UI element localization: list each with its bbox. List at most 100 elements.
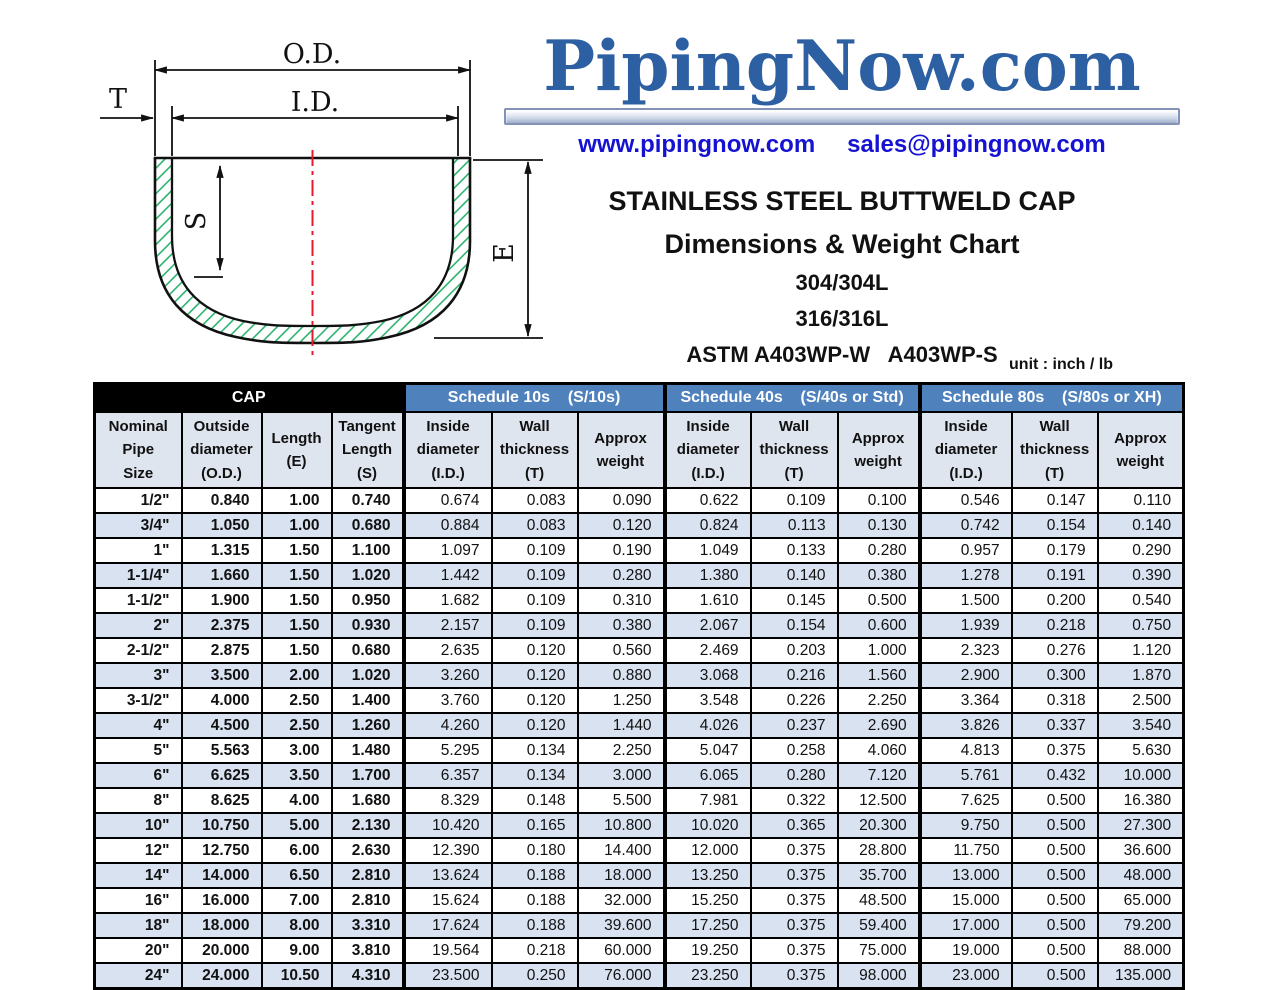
table-cell: 0.500 [1010,787,1099,814]
table-cell: 0.375 [749,937,839,964]
table-cell: 28.800 [836,837,921,864]
table-cell: 0.200 [1010,587,1099,614]
table-row: 2" 2.375 1.50 0.930 2.157 0.109 0.380 2.067 0.15… [93,612,1185,639]
col-length-e: Length (E) [260,411,333,489]
table-cell: 16.380 [1096,787,1185,814]
table-cell: 0.680 [330,512,405,539]
table-cell: 9.00 [260,937,333,964]
table-cell: 1.50 [260,562,333,589]
table-cell: 1.680 [330,787,405,814]
table-row: 3/4" 1.050 1.00 0.680 0.884 0.083 0.120 0.824 0.… [93,512,1185,539]
table-cell: 7.625 [917,787,1013,814]
table-cell: 48.000 [1096,862,1185,889]
table-cell: 1.700 [330,762,405,789]
table-cell: 0.280 [749,762,839,789]
table-cell: 4" [93,712,183,739]
website-link: www.pipingnow.com [578,131,816,158]
table-cell: 1.442 [401,562,493,589]
table-cell: 1.500 [917,587,1013,614]
table-cell: 39.600 [576,912,666,939]
table-cell: 75.000 [836,937,921,964]
table-cell: 0.109 [490,537,579,564]
table-row: 24" 24.000 10.50 4.310 23.500 0.250 76.000 23.2… [93,962,1185,990]
table-cell: 0.840 [180,487,263,514]
table-cell: 2.323 [917,637,1013,664]
table-cell: 6.357 [401,762,493,789]
table-cell: 8.625 [180,787,263,814]
table-cell: 0.500 [1010,887,1099,914]
table-cell: 0.375 [749,862,839,889]
s-label: S [181,212,212,231]
table-cell: 0.380 [576,612,666,639]
table-cell: 10.800 [576,812,666,839]
table-cell: 3.068 [662,662,752,689]
table-cell: 7.00 [260,887,333,914]
table-cell: 36.600 [1096,837,1185,864]
table-cell: 1/2" [93,487,183,514]
table-cell: 14" [93,862,183,889]
table-cell: 12" [93,837,183,864]
table-cell: 1.00 [260,487,333,514]
table-cell: 3.500 [180,662,263,689]
table-cell: 12.500 [836,787,921,814]
table-cell: 98.000 [836,962,921,990]
pipe-divider-bar [504,108,1180,125]
col-tangent-length-s: Tangent Length (S) [330,411,405,489]
table-cell: 0.133 [749,537,839,564]
table-cell: 2.630 [330,837,405,864]
email-link: sales@pipingnow.com [847,131,1106,158]
table-cell: 0.500 [1010,937,1099,964]
table-cell: 5.047 [662,737,752,764]
table-cell: 13.250 [662,862,752,889]
table-cell: 1.020 [330,662,405,689]
table-cell: 5.761 [917,762,1013,789]
table-cell: 0.120 [490,687,579,714]
table-cell: 0.432 [1010,762,1099,789]
table-row: 18" 18.000 8.00 3.310 17.624 0.188 39.600 17.25… [93,912,1185,939]
table-cell: 2.50 [260,712,333,739]
table-cell: 3.310 [330,912,405,939]
table-cell: 12.390 [401,837,493,864]
table-cell: 5.500 [576,787,666,814]
table-cell: 1-1/4" [93,562,183,589]
table-cell: 0.134 [490,762,579,789]
table-cell: 2.130 [330,812,405,839]
table-cell: 0.120 [576,512,666,539]
table-cell: 6" [93,762,183,789]
table-cell: 0.165 [490,812,579,839]
table-cell: 35.700 [836,862,921,889]
table-cell: 0.090 [576,487,666,514]
table-cell: 23.500 [401,962,493,990]
table-cell: 0.188 [490,887,579,914]
table-cell: 2.810 [330,862,405,889]
table-cell: 0.500 [1010,812,1099,839]
col-nominal-pipe-size: Nominal Pipe Size [93,411,183,489]
table-cell: 6.065 [662,762,752,789]
table-cell: 24" [93,962,183,990]
astm-spec: ASTM A403WP-W A403WP-S [686,342,998,367]
table-cell: 1.315 [180,537,263,564]
table-cell: 4.310 [330,962,405,990]
e-label: E [489,243,520,263]
table-cell: 0.680 [330,637,405,664]
table-cell: 0.140 [1096,512,1185,539]
table-row: 1-1/2" 1.900 1.50 0.950 1.682 0.109 0.310 1.610… [93,587,1185,614]
table-cell: 0.546 [917,487,1013,514]
table-cell: 0.824 [662,512,752,539]
table-cell: 1.380 [662,562,752,589]
table-cell: 2.067 [662,612,752,639]
table-cell: 5.00 [260,812,333,839]
table-cell: 10.50 [260,962,333,990]
table-cell: 6.00 [260,837,333,864]
col-wall-40s: Wall thickness (T) [749,411,839,489]
table-cell: 0.375 [749,962,839,990]
col-outside-diameter: Outside diameter (O.D.) [180,411,263,489]
table-cell: 0.191 [1010,562,1099,589]
table-cell: 3.260 [401,662,493,689]
main-title: STAINLESS STEEL BUTTWELD CAP [608,186,1076,216]
table-cell: 16.000 [180,887,263,914]
table-cell: 1.560 [836,662,921,689]
group-schedule-80s: Schedule 80s (S/80s or XH) [917,382,1185,413]
table-row: 1-1/4" 1.660 1.50 1.020 1.442 0.109 0.280 1.380… [93,562,1185,589]
table-cell: 2.810 [330,887,405,914]
